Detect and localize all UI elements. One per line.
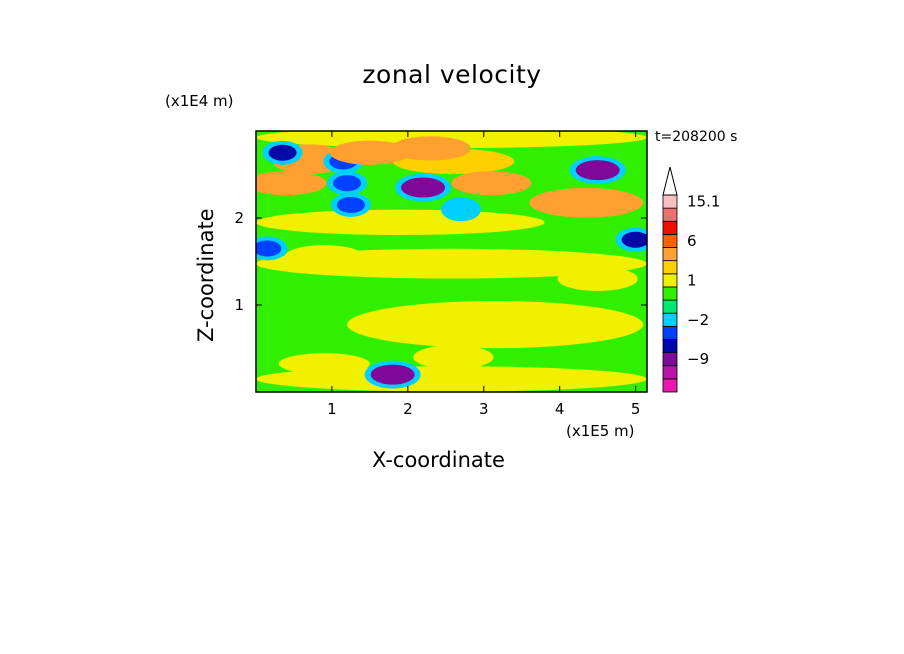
contour-feature <box>336 196 365 213</box>
colorbar-segment <box>662 365 678 380</box>
contour-band <box>256 366 647 392</box>
y-tick-label: 2 <box>234 209 244 227</box>
contour-field <box>256 131 647 392</box>
colorbar-tick-label: 1 <box>687 271 697 289</box>
colorbar-segment <box>662 299 678 314</box>
contour-feature <box>413 345 494 370</box>
x-tick-label: 2 <box>403 400 413 418</box>
contour-feature <box>446 201 475 218</box>
colorbar-segment <box>662 312 678 327</box>
colorbar-segment <box>662 220 678 235</box>
time-label: t=208200 s <box>655 129 738 145</box>
x-axis-label: X-coordinate <box>372 448 505 472</box>
contour-feature <box>370 364 415 385</box>
contour-feature <box>557 192 638 217</box>
colorbar-tick-label: −9 <box>687 350 709 368</box>
axes: 1 2 3 4 5 1 2 <box>234 131 647 418</box>
contour-feature <box>401 177 446 198</box>
colorbar-segment <box>662 339 678 354</box>
plot-frame <box>255 130 648 393</box>
colorbar-segment <box>662 260 678 275</box>
contour-feature <box>268 144 297 161</box>
contour-feature <box>557 266 638 291</box>
colorbar-segment <box>662 247 678 262</box>
colorbar-extend-arrow <box>662 166 678 196</box>
colorbar-segment <box>662 378 678 393</box>
colorbar-segment <box>662 352 678 367</box>
colorbar-tick-label: 6 <box>687 232 697 250</box>
contour-feature <box>575 160 620 181</box>
x-tick-label: 4 <box>555 400 565 418</box>
x-tick-label: 3 <box>479 400 489 418</box>
x-tick-label: 5 <box>631 400 641 418</box>
contour-feature <box>451 171 532 196</box>
colorbar-segment <box>662 194 678 209</box>
contour-feature <box>256 240 282 257</box>
colorbar-tick-label: 15.1 <box>687 193 720 211</box>
contour-feature <box>333 175 362 192</box>
colorbar: 15.1 6 1 −2 −9 <box>662 166 720 393</box>
contour-feature <box>284 245 365 270</box>
chart-title: zonal velocity <box>362 60 542 89</box>
colorbar-tick-label: −2 <box>687 311 709 329</box>
colorbar-segment <box>662 233 678 248</box>
contour-feature <box>390 136 471 161</box>
contour-feature <box>329 140 410 165</box>
y-unit-label: (x1E4 m) <box>165 92 234 110</box>
colorbar-segment <box>662 207 678 222</box>
colorbar-segment <box>662 273 678 288</box>
y-tick-label: 1 <box>234 296 244 314</box>
x-tick-label: 1 <box>327 400 337 418</box>
contour-feature <box>256 171 327 196</box>
colorbar-segment <box>662 325 678 340</box>
contour-band <box>256 209 545 236</box>
contour-band <box>278 353 370 375</box>
contour-feature <box>621 231 647 248</box>
x-unit-label: (x1E5 m) <box>566 422 635 440</box>
contour-feature <box>458 301 539 326</box>
colorbar-segment <box>662 286 678 301</box>
